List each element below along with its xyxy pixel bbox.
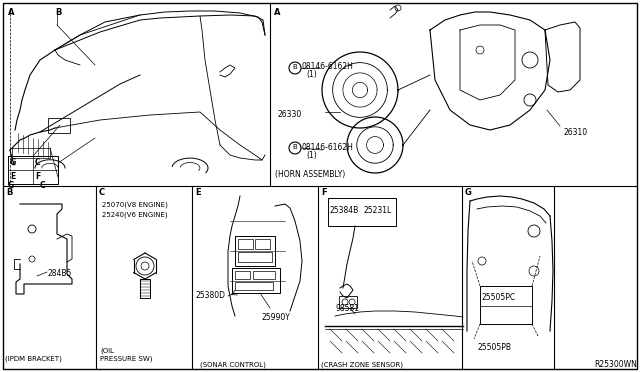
Bar	[232, 268, 280, 293]
Bar	[255, 239, 270, 249]
Text: E: E	[10, 172, 15, 181]
Bar	[12, 148, 50, 158]
Text: R25300WN: R25300WN	[594, 360, 637, 369]
Text: (IPDM BRACKET): (IPDM BRACKET)	[5, 355, 62, 362]
Text: E: E	[195, 188, 200, 197]
Text: 25384B: 25384B	[330, 206, 359, 215]
Bar	[235, 236, 275, 266]
Text: 26330: 26330	[278, 110, 302, 119]
Text: (HORN ASSEMBLY): (HORN ASSEMBLY)	[275, 170, 345, 179]
Text: 26310: 26310	[563, 128, 587, 137]
Text: G: G	[8, 181, 14, 190]
Bar	[238, 252, 272, 262]
Text: 25380D: 25380D	[195, 291, 225, 300]
Text: C: C	[35, 158, 40, 167]
Text: A: A	[274, 8, 280, 17]
Text: 08146-6162H: 08146-6162H	[302, 143, 354, 152]
Text: 98581: 98581	[335, 304, 359, 313]
Text: 25231L: 25231L	[363, 206, 391, 215]
Text: B: B	[55, 8, 61, 17]
Text: A: A	[8, 8, 15, 17]
Text: F: F	[35, 172, 40, 181]
Text: C: C	[40, 181, 45, 190]
Bar	[235, 282, 273, 290]
Text: (1): (1)	[306, 70, 317, 79]
Bar	[235, 271, 250, 279]
Text: (CRASH ZONE SENSOR): (CRASH ZONE SENSOR)	[321, 361, 403, 368]
Text: PRESSURE SW): PRESSURE SW)	[100, 355, 152, 362]
Text: (OIL: (OIL	[100, 347, 114, 353]
Bar	[48, 118, 70, 133]
Text: 25240(V6 ENGINE): 25240(V6 ENGINE)	[102, 211, 168, 218]
Text: 25070(V8 ENGINE): 25070(V8 ENGINE)	[102, 202, 168, 208]
Text: B: B	[292, 144, 297, 150]
Text: 25990Y: 25990Y	[262, 313, 291, 322]
Bar	[480, 286, 532, 324]
Bar	[238, 239, 253, 249]
Bar	[253, 271, 275, 279]
Text: 25505PB: 25505PB	[477, 343, 511, 352]
Bar	[328, 198, 396, 226]
Bar	[8, 156, 58, 184]
Text: (SONAR CONTROL): (SONAR CONTROL)	[200, 361, 266, 368]
Text: 08146-6162H: 08146-6162H	[302, 62, 354, 71]
Text: B: B	[6, 188, 12, 197]
Text: G: G	[10, 158, 16, 167]
Text: 284B5: 284B5	[47, 269, 72, 278]
Text: C: C	[99, 188, 105, 197]
Text: (1): (1)	[306, 151, 317, 160]
Bar	[339, 296, 357, 308]
Text: F: F	[321, 188, 326, 197]
Text: 25505PC: 25505PC	[482, 293, 516, 302]
Text: B: B	[292, 64, 297, 70]
Text: G: G	[465, 188, 472, 197]
